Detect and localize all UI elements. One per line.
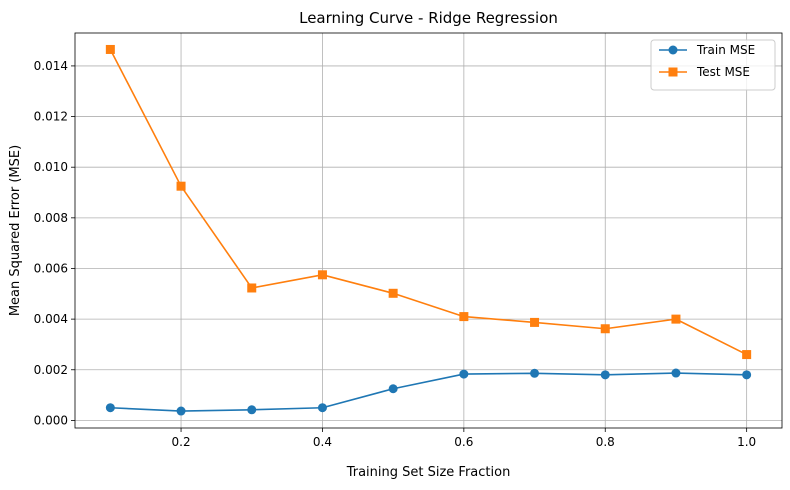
train-point [742, 370, 752, 380]
test-point [317, 270, 327, 280]
x-axis-ticks: 0.2 0.4 0.6 0.8 1.0 [172, 428, 756, 449]
series-test-mse [105, 44, 752, 360]
legend-swatch-marker [668, 67, 678, 77]
legend-label: Train MSE [696, 43, 755, 57]
train-point [459, 369, 469, 379]
chart-title: Learning Curve - Ridge Regression [299, 9, 558, 27]
y-tick-label: 0.000 [34, 413, 68, 427]
y-tick-label: 0.010 [34, 160, 68, 174]
series-line [109, 49, 748, 356]
y-axis-ticks: 0.000 0.002 0.004 0.006 0.008 0.010 0.012 0.014 [34, 59, 75, 427]
test-point [459, 312, 469, 322]
legend-swatch-marker [668, 45, 678, 55]
y-tick-label: 0.004 [34, 312, 68, 326]
train-point [671, 368, 681, 378]
grid [75, 33, 782, 428]
test-point [530, 317, 540, 327]
train-point [388, 384, 398, 394]
y-axis-label: Mean Squared Error (MSE) [8, 145, 23, 316]
legend-box [650, 39, 776, 91]
series-train-mse [105, 368, 752, 416]
plot-area-frame [74, 32, 783, 429]
series-line [110, 372, 747, 412]
y-tick-label: 0.002 [34, 363, 68, 377]
x-tick-label: 0.2 [172, 435, 191, 449]
y-tick-label: 0.006 [34, 261, 68, 275]
legend: Train MSE Test MSE [650, 39, 776, 91]
x-tick-label: 0.6 [454, 435, 473, 449]
test-point [247, 283, 257, 293]
legend-label: Test MSE [696, 65, 750, 79]
train-point [317, 403, 327, 413]
train-point [600, 370, 610, 380]
train-point [530, 368, 540, 378]
train-point [176, 406, 186, 416]
x-axis-label: Training Set Size Fraction [346, 465, 511, 480]
test-point [105, 44, 115, 54]
test-point [176, 181, 186, 191]
x-tick-label: 0.4 [313, 435, 332, 449]
x-tick-label: 0.8 [596, 435, 615, 449]
test-point [671, 314, 681, 324]
y-tick-label: 0.014 [34, 59, 68, 73]
x-tick-label: 1.0 [737, 435, 756, 449]
train-point [247, 405, 257, 415]
test-point [388, 288, 398, 298]
y-tick-label: 0.012 [34, 110, 68, 124]
test-point [742, 350, 752, 360]
y-tick-label: 0.008 [34, 211, 68, 225]
test-point [600, 324, 610, 334]
train-point [105, 403, 115, 413]
series-layer [105, 44, 752, 416]
